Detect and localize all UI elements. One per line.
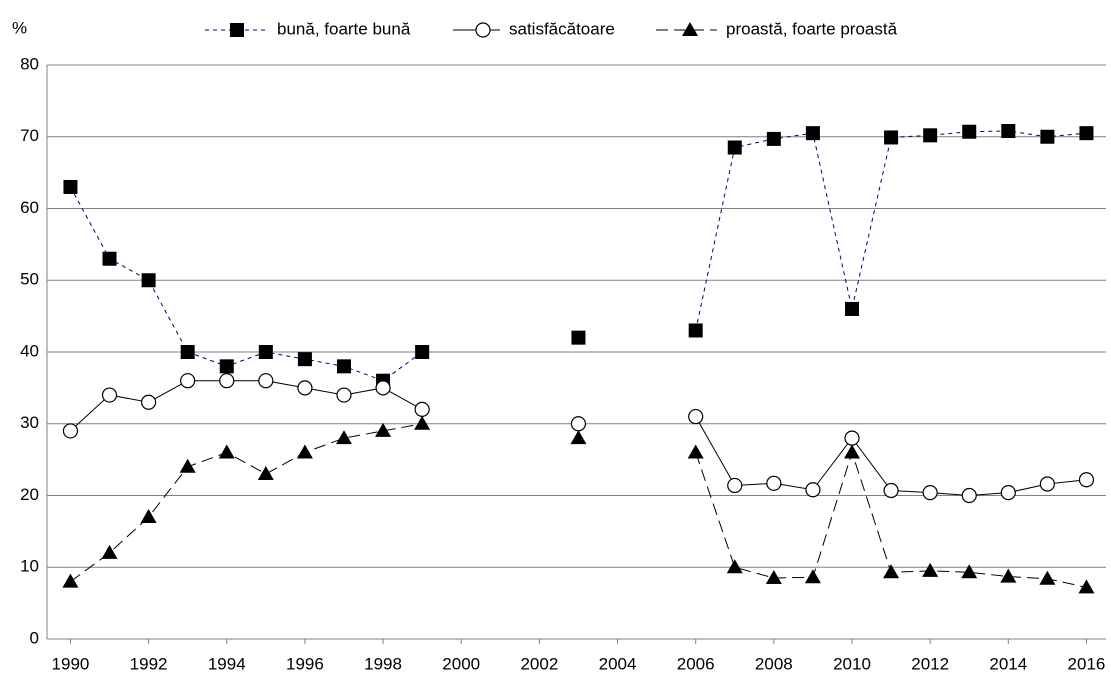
data-point xyxy=(375,422,392,437)
data-point xyxy=(141,394,157,410)
data-point xyxy=(101,387,118,403)
series-line xyxy=(70,130,1087,382)
data-point xyxy=(765,570,782,585)
data-point xyxy=(180,373,196,389)
legend-label: bună, foarte bună xyxy=(277,19,411,38)
data-point xyxy=(219,359,234,374)
x-tick-label: 1998 xyxy=(364,654,402,673)
legend-label: satisfăcătoare xyxy=(509,19,615,38)
data-point xyxy=(141,273,156,288)
data-point xyxy=(727,140,742,155)
data-point xyxy=(766,475,782,491)
data-point xyxy=(62,423,79,439)
data-point xyxy=(375,380,391,396)
data-point xyxy=(1040,129,1055,144)
data-point xyxy=(257,465,274,480)
legend-label: proastă, foarte proastă xyxy=(726,19,898,38)
data-point xyxy=(1078,579,1095,594)
y-tick-label: 70 xyxy=(20,126,39,145)
y-tick-label: 10 xyxy=(20,557,39,576)
data-point xyxy=(62,573,79,588)
data-point xyxy=(922,485,938,501)
data-point xyxy=(844,301,859,316)
y-tick-label: 40 xyxy=(20,341,39,360)
data-point xyxy=(1078,472,1095,488)
data-point xyxy=(688,323,703,338)
x-tick-label: 2016 xyxy=(1068,654,1106,673)
data-point xyxy=(218,444,235,459)
data-point xyxy=(727,477,743,494)
x-tick-label: 2008 xyxy=(755,654,793,673)
x-tick-label: 2012 xyxy=(911,654,949,673)
data-point xyxy=(962,124,977,139)
y-tick-label: 50 xyxy=(20,270,39,289)
data-point xyxy=(884,130,899,145)
x-tick-label: 1992 xyxy=(130,654,168,673)
data-point xyxy=(414,415,431,430)
data-point xyxy=(63,179,78,194)
y-tick-label: 20 xyxy=(20,485,39,504)
data-point xyxy=(297,380,313,396)
x-tick-label: 2014 xyxy=(989,654,1027,673)
data-point xyxy=(1039,476,1055,492)
data-point xyxy=(571,330,586,345)
y-tick-label: 0 xyxy=(30,628,39,647)
x-tick-label: 2000 xyxy=(442,654,480,673)
data-point xyxy=(335,430,352,445)
data-point xyxy=(219,373,235,389)
data-point xyxy=(883,482,899,499)
y-tick-label: 30 xyxy=(20,413,39,432)
x-tick-label: 2006 xyxy=(677,654,715,673)
data-point xyxy=(179,458,196,473)
data-point xyxy=(570,430,587,445)
x-tick-label: 2004 xyxy=(599,654,637,673)
data-point xyxy=(296,444,313,459)
data-point xyxy=(805,126,820,141)
data-point xyxy=(102,251,117,266)
legend-marker xyxy=(682,22,698,36)
legend-marker xyxy=(230,23,244,37)
y-tick-label: 60 xyxy=(20,198,39,217)
data-point xyxy=(1000,568,1017,583)
data-point xyxy=(804,569,821,584)
data-point xyxy=(726,559,743,574)
x-tick-label: 1996 xyxy=(286,654,324,673)
data-point xyxy=(1079,126,1094,141)
data-point xyxy=(297,352,312,367)
x-tick-label: 2002 xyxy=(520,654,558,673)
data-point xyxy=(415,345,430,359)
data-point xyxy=(570,416,587,432)
data-point xyxy=(336,359,351,374)
y-axis-label: % xyxy=(12,18,27,37)
data-point xyxy=(1039,570,1056,585)
data-point xyxy=(766,131,781,146)
data-point xyxy=(961,487,977,504)
data-point xyxy=(258,373,274,389)
data-point xyxy=(883,564,900,579)
data-point xyxy=(805,482,821,498)
data-point xyxy=(843,444,860,459)
data-point xyxy=(1001,124,1016,139)
legend-marker xyxy=(475,22,491,38)
data-point xyxy=(688,408,704,425)
x-tick-label: 1990 xyxy=(52,654,90,673)
data-point xyxy=(1000,485,1016,501)
data-point xyxy=(180,345,195,359)
data-point xyxy=(414,401,430,417)
y-tick-label: 80 xyxy=(20,54,39,73)
data-point xyxy=(961,564,978,579)
data-point xyxy=(687,444,704,459)
data-point xyxy=(101,544,118,559)
data-point xyxy=(923,128,938,143)
x-tick-label: 2010 xyxy=(833,654,871,673)
data-point xyxy=(922,562,939,577)
x-tick-label: 1994 xyxy=(208,654,246,673)
series-line xyxy=(70,423,1087,588)
data-point xyxy=(844,430,860,446)
data-point xyxy=(258,345,273,359)
data-point xyxy=(336,387,352,403)
data-point xyxy=(140,509,157,524)
